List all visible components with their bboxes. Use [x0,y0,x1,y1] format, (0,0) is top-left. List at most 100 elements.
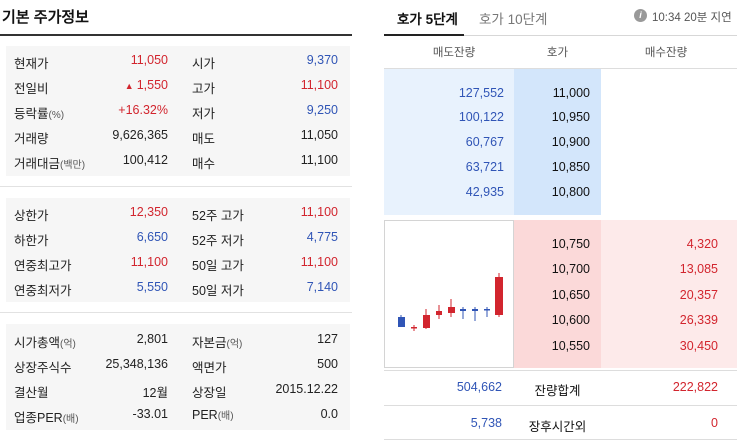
section3-label-bg [6,324,180,430]
value2: 11,100 [300,78,338,92]
bid-price: 10,750 [551,237,590,251]
label2: 52주 고가 [192,209,244,223]
bid-row: 10,700 13,085 [384,258,737,282]
col-header-ask-volume: 매도잔량 [432,47,476,59]
bid-volume: 20,357 [679,288,718,302]
active-tab-underline [384,34,464,36]
info-row-upper-limit: 상한가 12,350 52주 고가 11,100 [0,202,352,227]
ask-price-area [514,69,601,215]
candle-body [448,307,455,313]
label: 거래량 [14,132,49,146]
bid-price: 10,700 [551,262,590,276]
value2: 11,100 [300,205,338,219]
candle-body [398,317,405,327]
info-row-volume: 거래량 9,626,365 매도 11,050 [0,125,352,150]
ask-row: 100,122 10,950 [384,106,737,130]
label2: 고가 [192,82,216,96]
tab-10-levels[interactable]: 호가 10단계 [479,12,548,27]
bid-price-area [514,220,601,368]
label2: 상장일 [192,386,227,400]
label2: 액면가 [192,361,227,375]
after-hours-label: 장후시간외 [528,420,587,434]
header-divider [384,68,737,69]
bid-price: 10,550 [551,339,590,353]
label: 거래대금(백만) [14,157,86,171]
info-row-settlement: 결산월 12월 상장일 2015.12.22 [0,379,352,404]
ask-price: 10,900 [551,135,590,149]
col-header-price: 호가 [546,47,569,59]
label2: PER(배) [192,408,234,422]
label: 하한가 [14,234,49,248]
info-row-year-low: 연중최저가 5,550 50일 저가 7,140 [0,277,352,302]
ask-volume: 63,721 [465,160,504,174]
label: 상한가 [14,209,49,223]
delay-time-note: 10:34 20분 지연 [652,12,732,24]
label: 결산월 [14,386,49,400]
value: 12,350 [129,205,168,219]
bid-volume: 30,450 [679,339,718,353]
ask-volume: 60,767 [465,135,504,149]
label: 업종PER(배) [14,411,79,425]
info-row-current-price: 현재가 11,050 시가 9,370 [0,50,352,75]
bid-volume: 26,339 [679,313,718,327]
panel-title: 기본 주가정보 [2,9,89,26]
ask-price: 10,950 [551,110,590,124]
total-bid-volume: 222,822 [672,380,718,394]
section1-label2-bg [180,46,350,176]
section2-label-bg [6,198,180,302]
up-arrow-icon: ▲ [124,81,134,91]
after-hours-bid-volume: 0 [711,416,718,430]
label2: 저가 [192,107,216,121]
info-icon[interactable]: i [634,9,647,22]
info-row-trade-value: 거래대금(백만) 100,412 매수 11,100 [0,150,352,175]
candle-body [411,327,417,329]
bid-volume: 4,320 [686,237,718,251]
candle-body [436,311,442,315]
value2: 0.0 [320,407,338,421]
section3-label2-bg [180,324,350,430]
tab-divider [384,35,737,36]
value: -33.01 [132,407,168,421]
label2: 52주 저가 [192,234,244,248]
candle-body [495,277,503,315]
value: 25,348,136 [105,357,168,371]
after-hours-ask-volume: 5,738 [470,416,502,430]
value2: 11,100 [300,153,338,167]
value: 11,050 [130,53,168,67]
info-row-year-high: 연중최고가 11,100 50일 고가 11,100 [0,252,352,277]
value2: 9,250 [306,103,338,117]
basic-stock-info-panel: 기본 주가정보 현재가 11,050 시가 9,370 전일비 ▲ 1,550 고… [0,0,352,448]
tab-5-levels[interactable]: 호가 5단계 [397,12,458,27]
value2: 11,100 [300,255,338,269]
info-row-lower-limit: 하한가 6,650 52주 저가 4,775 [0,227,352,252]
section1-label-bg [6,46,180,176]
candle-body [484,309,490,311]
label2: 매수 [192,157,216,171]
label: 등락률(%) [14,107,65,121]
value2: 4,775 [306,230,338,244]
value: ▲ 1,550 [124,78,168,92]
ask-volume: 100,122 [458,110,504,124]
value: 9,626,365 [112,128,168,142]
candle-body [460,309,466,311]
section-divider [0,312,352,313]
value2: 7,140 [306,280,338,294]
value2: 11,050 [300,128,338,142]
info-row-change-rate: 등락률(%) +16.32% 저가 9,250 [0,100,352,125]
order-book-panel: 호가 5단계 호가 10단계 i 10:34 20분 지연 매도잔량 호가 매수… [384,0,737,448]
ask-row: 42,935 10,800 [384,181,737,205]
section-divider [0,186,352,187]
ask-row: 127,552 11,000 [384,82,737,106]
info-row-per: 업종PER(배) -33.01 PER(배) 0.0 [0,404,352,429]
candlestick-svg [398,273,503,331]
value: 12월 [142,386,168,400]
bid-price: 10,600 [551,313,590,327]
value: 6,650 [136,230,168,244]
value2: 500 [317,357,338,371]
ask-price: 11,000 [552,86,590,100]
value2: 127 [317,332,338,346]
ask-price: 10,800 [551,185,590,199]
value2: 9,370 [306,53,338,67]
label: 전일비 [14,82,49,96]
mini-candlestick-chart [384,220,514,368]
